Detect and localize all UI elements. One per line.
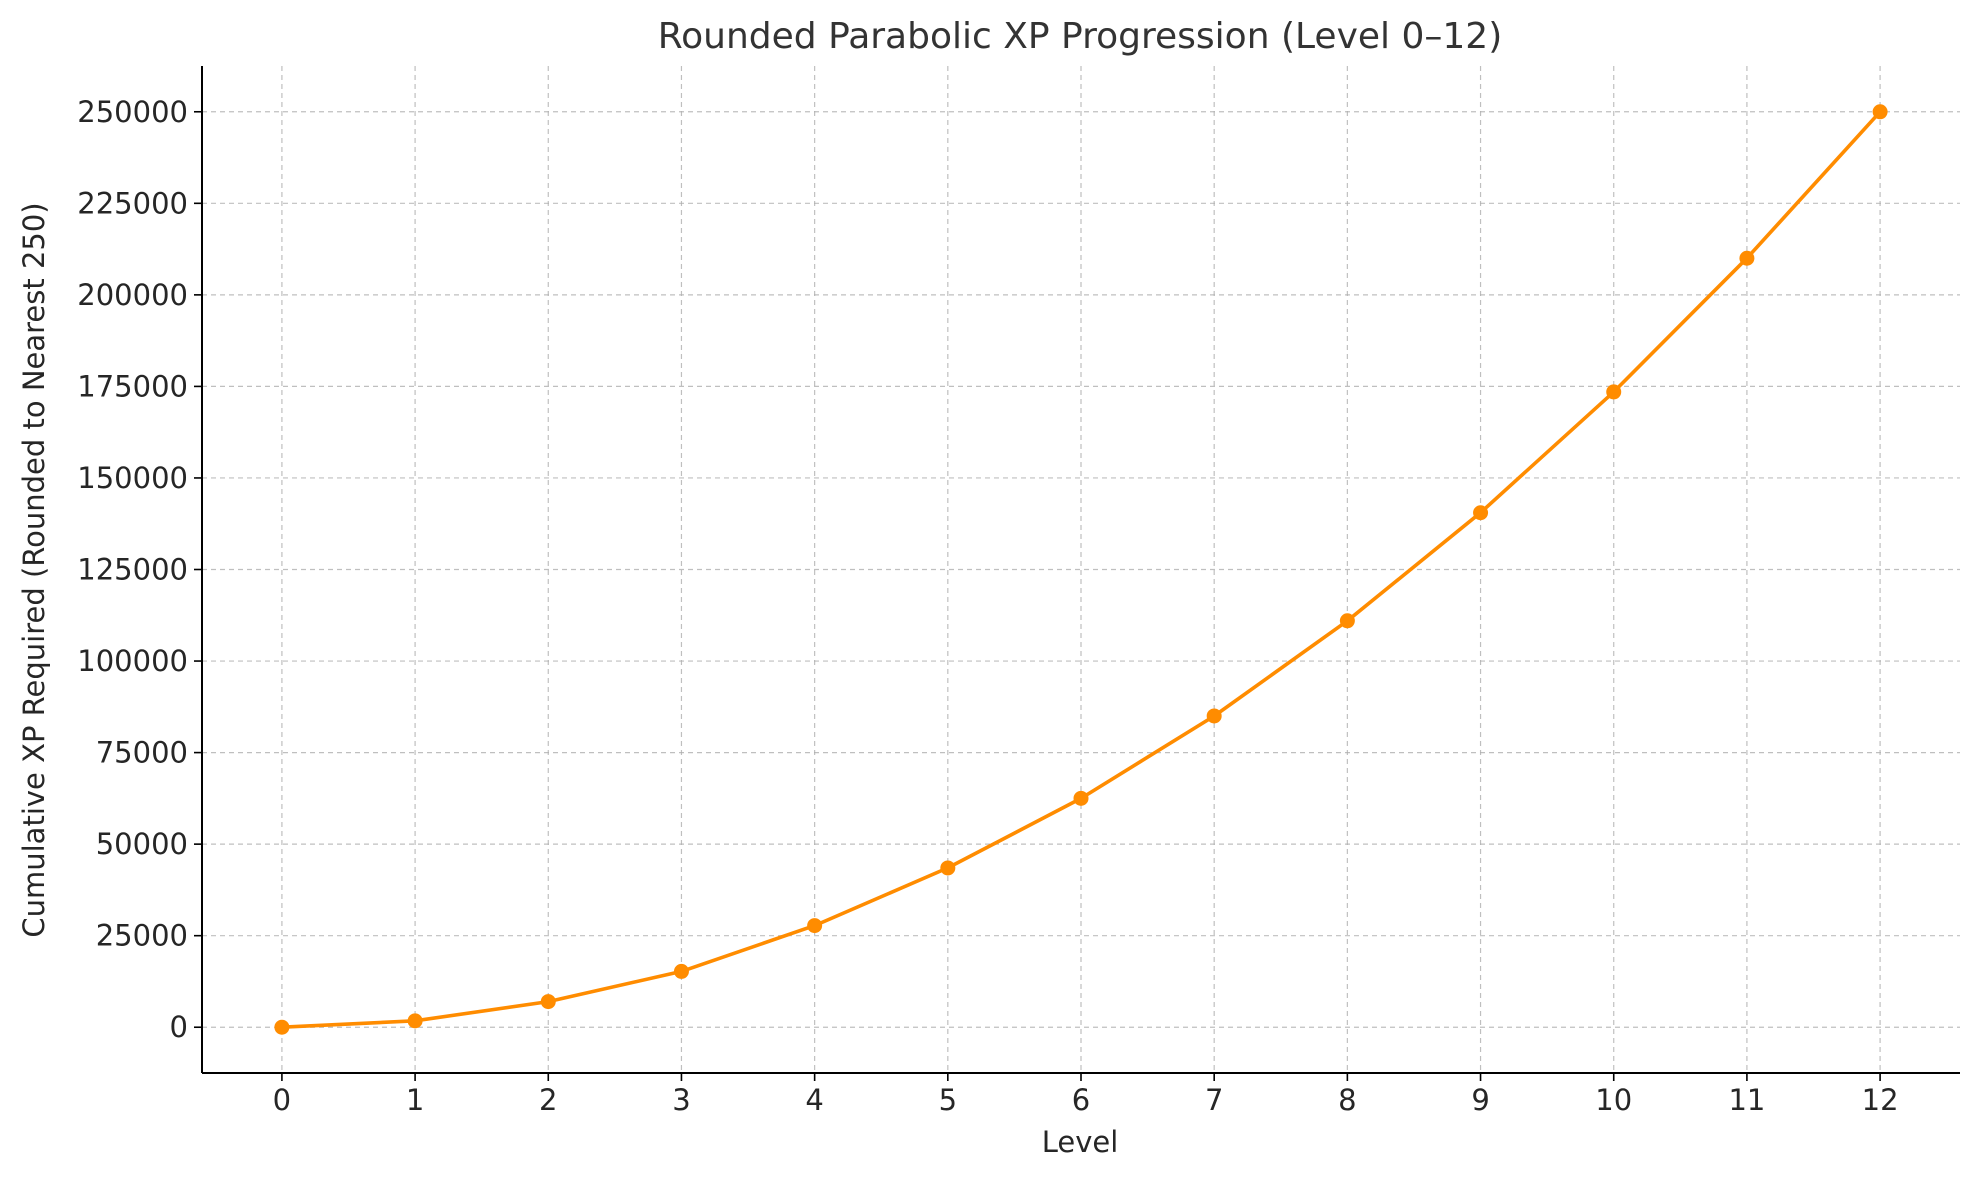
- data-point: [1739, 250, 1755, 266]
- x-tick-label: 1: [406, 1083, 424, 1117]
- x-tick-label: 10: [1595, 1083, 1632, 1117]
- data-point: [1206, 708, 1222, 724]
- data-point: [1073, 790, 1089, 806]
- data-point: [807, 918, 823, 934]
- x-tick-label: 5: [939, 1083, 957, 1117]
- x-tick-label: 0: [273, 1083, 291, 1117]
- data-point: [540, 994, 556, 1010]
- x-tick-label: 6: [1072, 1083, 1090, 1117]
- series-group: [274, 104, 1888, 1035]
- y-tick-label: 225000: [77, 186, 188, 220]
- y-tick-label: 0: [170, 1010, 188, 1044]
- data-point: [1339, 613, 1355, 629]
- x-tick-label: 9: [1471, 1083, 1489, 1117]
- y-tick-label: 200000: [77, 278, 188, 312]
- y-tick-label: 250000: [77, 95, 188, 129]
- chart-title: Rounded Parabolic XP Progression (Level …: [658, 16, 1503, 57]
- x-tick-label: 4: [805, 1083, 823, 1117]
- x-tick-label: 11: [1728, 1083, 1765, 1117]
- data-point: [1872, 104, 1888, 120]
- x-tick-label: 3: [672, 1083, 690, 1117]
- x-ticks: 0 1 2 3 4 5 6 7 8 9 10 11 12: [273, 1073, 1899, 1117]
- x-tick-label: 8: [1338, 1083, 1356, 1117]
- x-tick-label: 12: [1862, 1083, 1899, 1117]
- y-axis-label: Cumulative XP Required (Rounded to Neare…: [17, 202, 51, 937]
- data-point: [673, 963, 689, 979]
- grid: [202, 66, 1960, 1073]
- x-tick-label: 2: [539, 1083, 557, 1117]
- y-tick-label: 25000: [96, 919, 188, 953]
- data-point: [274, 1019, 290, 1035]
- y-tick-label: 125000: [77, 553, 188, 587]
- x-tick-label: 7: [1205, 1083, 1223, 1117]
- data-point: [407, 1013, 423, 1029]
- data-point: [940, 860, 956, 876]
- y-tick-label: 75000: [96, 736, 188, 770]
- y-tick-label: 50000: [96, 827, 188, 861]
- y-tick-label: 100000: [77, 644, 188, 678]
- y-tick-label: 150000: [77, 461, 188, 495]
- data-point: [1606, 384, 1622, 400]
- x-axis-label: Level: [1042, 1125, 1119, 1159]
- data-point: [1473, 505, 1489, 521]
- y-ticks: 0 25000 50000 75000 100000 125000 150000 175000…: [77, 95, 202, 1044]
- y-tick-label: 175000: [77, 369, 188, 403]
